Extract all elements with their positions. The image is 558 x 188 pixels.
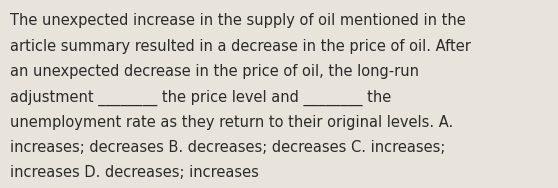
Text: increases D. decreases; increases: increases D. decreases; increases [10, 165, 259, 180]
Text: unemployment rate as they return to their original levels. A.: unemployment rate as they return to thei… [10, 115, 453, 130]
Text: increases; decreases B. decreases; decreases C. increases;: increases; decreases B. decreases; decre… [10, 140, 445, 155]
Text: adjustment ________ the price level and ________ the: adjustment ________ the price level and … [10, 89, 391, 105]
Text: The unexpected increase in the supply of oil mentioned in the: The unexpected increase in the supply of… [10, 13, 466, 28]
Text: an unexpected decrease in the price of oil, the long-run: an unexpected decrease in the price of o… [10, 64, 419, 79]
Text: article summary resulted in a decrease in the price of oil. After: article summary resulted in a decrease i… [10, 39, 471, 54]
